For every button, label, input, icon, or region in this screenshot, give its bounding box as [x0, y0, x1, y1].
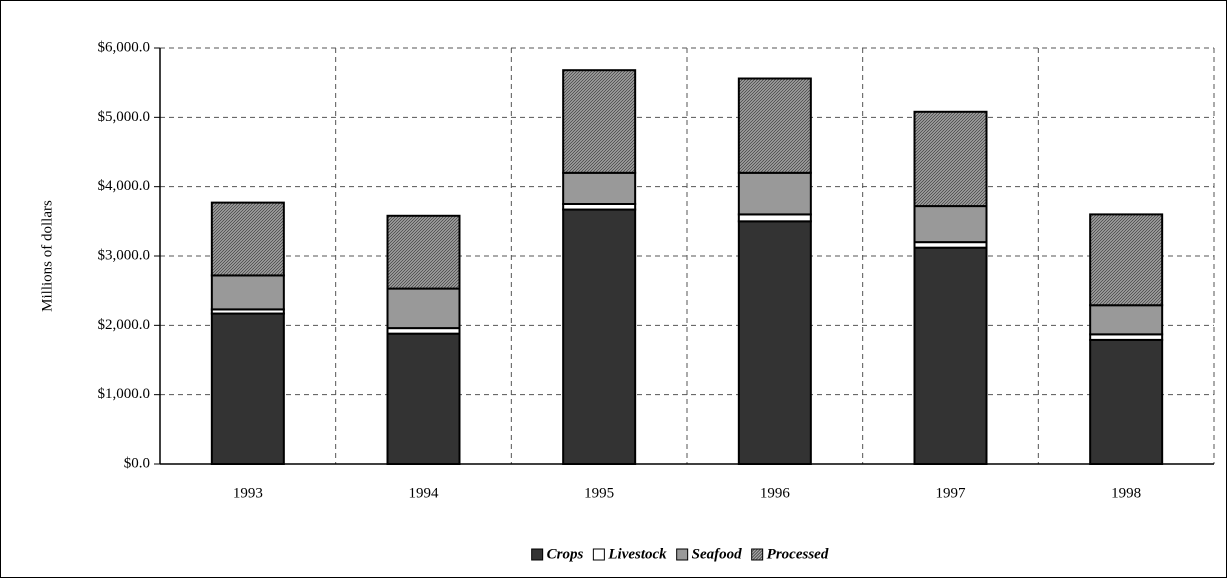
y-tick-label: $5,000.0	[98, 109, 151, 125]
bar-segment	[386, 332, 461, 465]
bar-segment	[1089, 338, 1164, 466]
bar-segment	[1089, 304, 1164, 336]
legend-item: Livestock	[592, 546, 667, 562]
legend-swatch	[592, 548, 605, 561]
bar-segment	[913, 205, 988, 244]
x-tick-label: 1993	[233, 485, 263, 501]
bar-segment	[737, 213, 812, 223]
legend-item: Crops	[531, 546, 584, 562]
legend-label: Seafood	[692, 546, 742, 562]
legend-swatch	[676, 548, 689, 561]
bar-segment	[386, 214, 461, 290]
bar-segment	[562, 69, 637, 174]
bar-segment	[913, 110, 988, 208]
y-tick-label: $0.0	[124, 455, 150, 471]
bar-segment	[737, 171, 812, 216]
x-tick-label: 1998	[1111, 485, 1141, 501]
y-tick-label: $1,000.0	[98, 386, 151, 402]
bar-segment	[210, 312, 285, 465]
legend-swatch	[531, 548, 544, 561]
bar-segment	[1089, 213, 1164, 307]
x-tick-label: 1995	[584, 485, 614, 501]
legend-item: Seafood	[676, 546, 742, 562]
legend-item: Processed	[751, 546, 829, 562]
legend-swatch	[751, 548, 764, 561]
bar-segment	[737, 220, 812, 465]
legend-label: Processed	[767, 546, 829, 562]
legend-label: Livestock	[607, 546, 667, 562]
bar-segment	[562, 208, 637, 465]
x-tick-label: 1997	[936, 485, 967, 501]
y-tick-label: $4,000.0	[98, 178, 151, 194]
bar-segment	[913, 246, 988, 465]
y-tick-label: $6,000.0	[98, 39, 151, 55]
x-tick-label: 1996	[760, 485, 791, 501]
bar-segment	[210, 201, 285, 277]
y-tick-label: $3,000.0	[98, 247, 151, 263]
legend-label: Crops	[547, 546, 584, 562]
bar-segment	[386, 287, 461, 330]
y-tick-label: $2,000.0	[98, 317, 151, 333]
y-axis-label: Millions of dollars	[39, 200, 55, 312]
x-tick-label: 1994	[409, 485, 440, 501]
bar-segment	[210, 274, 285, 311]
bar-segment	[562, 171, 637, 206]
bar-segment	[737, 77, 812, 174]
